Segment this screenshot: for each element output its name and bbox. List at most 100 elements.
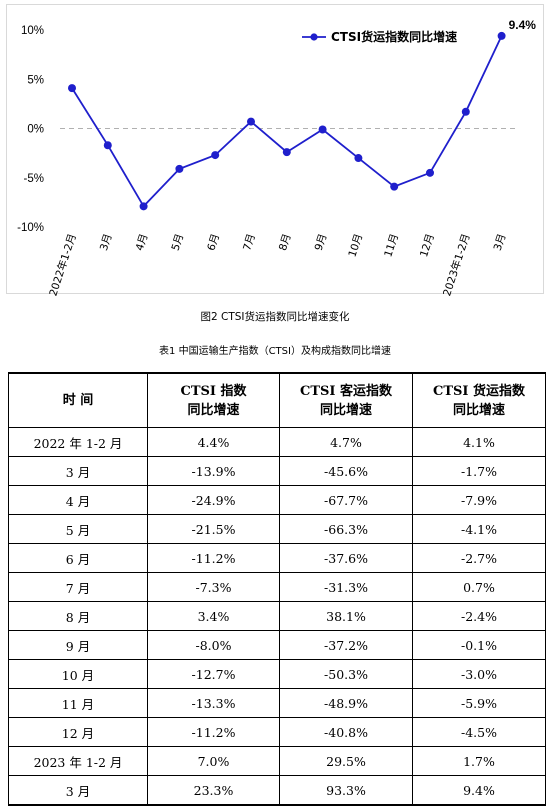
cell-passenger: 4.7% xyxy=(279,427,413,457)
cell-freight: 0.7% xyxy=(412,572,546,602)
x-tick-label: 4月 xyxy=(134,232,151,252)
legend-marker xyxy=(310,33,318,41)
header-freight: CTSI 货运指数 同比增速 xyxy=(412,372,546,428)
table-row: 11 月 -13.3% -48.9% -5.9% xyxy=(8,688,546,718)
cell-passenger: 38.1% xyxy=(279,601,413,631)
header-ctsi: CTSI 指数 同比增速 xyxy=(147,372,280,428)
chart-frame xyxy=(6,4,544,294)
cell-freight: 1.7% xyxy=(412,746,546,776)
header-passenger: CTSI 客运指数 同比增速 xyxy=(279,372,413,428)
data-point xyxy=(282,148,291,157)
data-point xyxy=(354,154,363,163)
data-point xyxy=(175,164,184,173)
x-tick-label: 8月 xyxy=(277,232,294,252)
cell-freight: 9.4% xyxy=(412,775,546,806)
data-point xyxy=(390,182,399,191)
header-ctsi-line1: CTSI 指数 xyxy=(180,383,247,399)
cell-time: 2023 年 1-2 月 xyxy=(8,746,148,776)
cell-passenger: -50.3% xyxy=(279,659,413,689)
cell-time: 3 月 xyxy=(8,775,148,806)
y-tick-label: 5% xyxy=(27,74,44,86)
cell-ctsi: -11.2% xyxy=(147,543,280,573)
cell-ctsi: -12.7% xyxy=(147,659,280,689)
header-time-label: 时 间 xyxy=(62,393,94,408)
x-tick-label: 5月 xyxy=(170,232,187,252)
legend-label: CTSI货运指数同比增速 xyxy=(331,29,457,44)
y-tick-label: -5% xyxy=(24,173,44,185)
cell-time: 9 月 xyxy=(8,630,148,660)
cell-time: 2022 年 1-2 月 xyxy=(8,427,148,457)
header-time: 时 间 xyxy=(8,372,148,428)
x-tick-label: 9月 xyxy=(313,232,330,252)
cell-freight: -0.1% xyxy=(412,630,546,660)
header-freight-line2: 同比增速 xyxy=(452,402,505,418)
last-point-label: 9.4% xyxy=(509,18,537,32)
table-header-row: 时 间 CTSI 指数 同比增速 CTSI 客运指数 同比增速 CTSI 货运指… xyxy=(8,372,546,428)
x-tick-label: 3月 xyxy=(98,232,115,252)
y-tick-label: 10% xyxy=(21,25,44,37)
cell-freight: 4.1% xyxy=(412,427,546,457)
table-row: 7 月 -7.3% -31.3% 0.7% xyxy=(8,572,546,602)
table-caption: 表1 中国运输生产指数（CTSI）及构成指数同比增速 xyxy=(159,346,391,357)
table-body: 2022 年 1-2 月 4.4% 4.7% 4.1% 3 月 -13.9% -45.6% -… xyxy=(8,427,546,806)
y-tick-label: 0% xyxy=(27,124,44,136)
table-row: 12 月 -11.2% -40.8% -4.5% xyxy=(8,717,546,747)
cell-passenger: -40.8% xyxy=(279,717,413,747)
table-row: 5 月 -21.5% -66.3% -4.1% xyxy=(8,514,546,544)
cell-time: 3 月 xyxy=(8,456,148,486)
x-tick-label: 12月 xyxy=(418,232,437,258)
table-row: 8 月 3.4% 38.1% -2.4% xyxy=(8,601,546,631)
cell-freight: -7.9% xyxy=(412,485,546,515)
cell-time: 10 月 xyxy=(8,659,148,689)
cell-freight: -5.9% xyxy=(412,688,546,718)
cell-freight: -1.7% xyxy=(412,456,546,486)
table-row: 2022 年 1-2 月 4.4% 4.7% 4.1% xyxy=(8,427,546,457)
table-row: 3 月 -13.9% -45.6% -1.7% xyxy=(8,456,546,486)
x-tick-label: 2022年1-2月 xyxy=(46,232,78,298)
cell-ctsi: 4.4% xyxy=(147,427,280,457)
cell-passenger: -37.2% xyxy=(279,630,413,660)
cell-freight: -4.1% xyxy=(412,514,546,544)
table-row: 3 月 23.3% 93.3% 9.4% xyxy=(8,775,546,806)
cell-freight: -4.5% xyxy=(412,717,546,747)
cell-ctsi: -11.2% xyxy=(147,717,280,747)
header-passenger-line1: CTSI 客运指数 xyxy=(299,383,393,399)
cell-passenger: -31.3% xyxy=(279,572,413,602)
data-point xyxy=(426,168,434,177)
cell-passenger: -67.7% xyxy=(279,485,413,515)
chart-area: 10% 5% 0% -5% -10% 9.4% 2022年1-2月 3月 4月 5月 6月 7月 8月 9… xyxy=(0,0,550,298)
cell-time: 11 月 xyxy=(8,688,148,718)
data-point xyxy=(497,31,506,40)
cell-passenger: 29.5% xyxy=(279,746,413,776)
series-line xyxy=(71,35,503,208)
cell-passenger: -45.6% xyxy=(279,456,413,486)
x-tick-label: 10月 xyxy=(346,232,365,258)
header-ctsi-line2: 同比增速 xyxy=(187,402,240,418)
cell-freight: -3.0% xyxy=(412,659,546,689)
cell-time: 8 月 xyxy=(8,601,148,631)
table-row: 4 月 -24.9% -67.7% -7.9% xyxy=(8,485,546,515)
table-row: 2023 年 1-2 月 7.0% 29.5% 1.7% xyxy=(8,746,546,776)
x-tick-label: 2023年1-2月 xyxy=(440,232,472,298)
figure-caption: 图2 CTSI货运指数同比增速变化 xyxy=(200,311,350,323)
data-point xyxy=(211,151,220,160)
cell-ctsi: 23.3% xyxy=(147,775,280,806)
cell-ctsi: -24.9% xyxy=(147,485,280,515)
line-chart: 10% 5% 0% -5% -10% 9.4% 2022年1-2月 3月 4月 5月 6月 7月 8月 9… xyxy=(17,18,537,298)
data-point xyxy=(247,117,255,126)
table-row: 10 月 -12.7% -50.3% -3.0% xyxy=(8,659,546,689)
ctsi-table: 时 间 CTSI 指数 同比增速 CTSI 客运指数 同比增速 CTSI 货运指… xyxy=(8,372,546,806)
cell-freight: -2.4% xyxy=(412,601,546,631)
x-tick-label: 3月 xyxy=(492,232,509,252)
cell-ctsi: 3.4% xyxy=(147,601,280,631)
cell-passenger: -37.6% xyxy=(279,543,413,573)
data-point xyxy=(318,125,327,134)
data-point xyxy=(103,141,112,150)
cell-freight: -2.7% xyxy=(412,543,546,573)
cell-time: 12 月 xyxy=(8,717,148,747)
cell-ctsi: -8.0% xyxy=(147,630,280,660)
x-tick-label: 6月 xyxy=(205,232,222,252)
cell-ctsi: -7.3% xyxy=(147,572,280,602)
y-tick-label: -10% xyxy=(17,222,44,234)
x-tick-label: 7月 xyxy=(241,232,258,252)
